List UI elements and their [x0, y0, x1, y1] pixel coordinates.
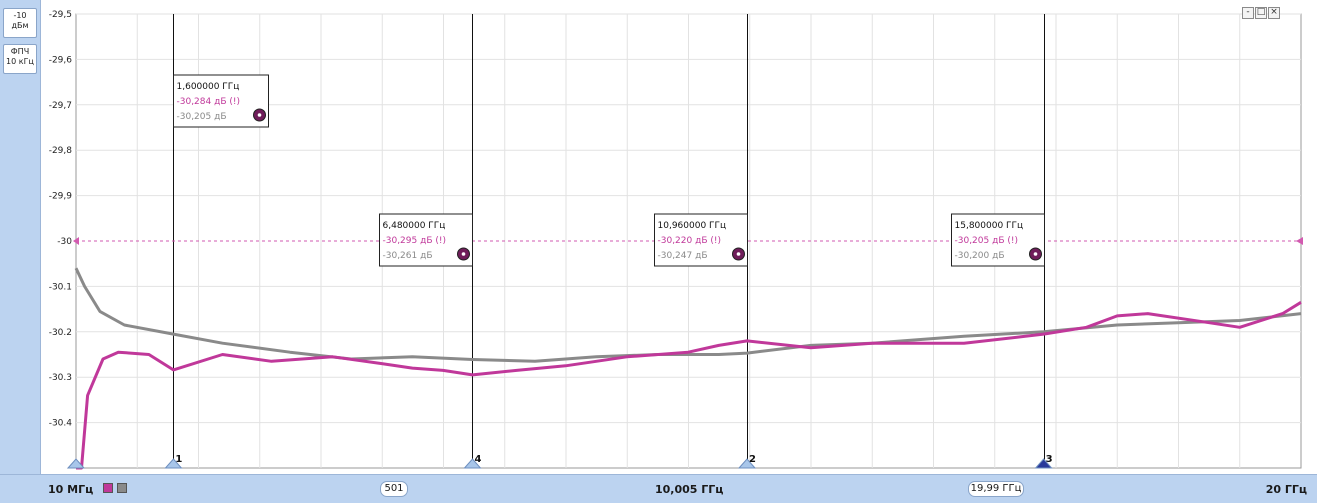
scale-value: -10	[13, 11, 27, 20]
horizontal-grid	[76, 13, 1301, 424]
marker-number: 1	[175, 454, 182, 465]
readout-frequency: 10,960000 ГГц	[658, 221, 727, 231]
y-tick-label: -29,7	[49, 101, 72, 111]
readout-trace-2: -30,200 дБ	[955, 251, 1005, 261]
marker-triangle	[737, 458, 757, 469]
readout-trace-1: -30,284 дБ (!)	[177, 97, 241, 107]
maximize-button[interactable]: □	[1255, 7, 1267, 19]
marker-readout: 10,960000 ГГц -30,220 дБ (!) -30,247 дБ	[654, 213, 748, 267]
y-tick-label: -30.1	[49, 282, 72, 292]
readout-trace-1: -30,220 дБ (!)	[658, 236, 722, 246]
y-tick-label: -30.3	[49, 373, 72, 383]
readout-box	[654, 213, 748, 267]
y-tick-label: -29,5	[49, 10, 72, 20]
readout-frequency: 15,800000 ГГц	[955, 221, 1024, 231]
scale-unit: дБм	[11, 21, 29, 30]
readout-box	[379, 213, 473, 267]
status-bar: 10 МГц 501 10,005 ГГц 19,99 ГГц 20 ГГц	[0, 474, 1317, 503]
marker-triangle	[463, 458, 482, 469]
marker-triangle	[164, 458, 183, 469]
frequency-span[interactable]: 19,99 ГГц	[968, 481, 1024, 497]
window-controls: - □ ×	[1242, 7, 1281, 19]
if-bandwidth-value: 10 кГц	[6, 57, 34, 66]
marker-badge-dot	[257, 113, 262, 117]
readout-frequency: 6,480000 ГГц	[383, 221, 446, 231]
y-tick-label: -30.4	[49, 419, 73, 429]
trace-1-toggle[interactable]	[103, 483, 113, 493]
readout-trace-2: -30,205 дБ	[177, 112, 227, 122]
if-bandwidth-button[interactable]: ФПЧ 10 кГц	[3, 44, 37, 74]
readout-box	[951, 213, 1045, 267]
reference-handle-left	[73, 237, 79, 245]
minimize-button[interactable]: -	[1242, 7, 1254, 19]
readout-frequency: 1,600000 ГГц	[177, 82, 240, 92]
marker-number: 2	[749, 454, 756, 465]
chart[interactable]: -29,5-29,6-29,7-29,8-29,9-30-30.1-30.2-3…	[0, 0, 1317, 474]
marker-badge-dot	[1033, 252, 1038, 256]
start-triangle	[66, 458, 86, 469]
marker-readout: 15,800000 ГГц -30,205 дБ (!) -30,200 дБ	[951, 213, 1045, 267]
marker-readouts: 1,600000 ГГц -30,284 дБ (!) -30,205 дБ 6,48…	[173, 74, 1045, 267]
points-count[interactable]: 501	[380, 481, 408, 497]
y-tick-label: -29,6	[49, 55, 73, 65]
center-frequency[interactable]: 10,005 ГГц	[655, 483, 724, 496]
side-panel: -10 дБм ФПЧ 10 кГц	[0, 0, 41, 474]
y-tick-label: -29,8	[49, 146, 73, 156]
y-tick-label: -30	[57, 237, 72, 247]
stop-frequency[interactable]: 20 ГГц	[1265, 483, 1307, 496]
marker-badge-dot	[736, 252, 741, 256]
traces	[74, 267, 1302, 470]
close-button[interactable]: ×	[1268, 7, 1280, 19]
trace-1	[76, 301, 1302, 470]
reference-handle-right	[1296, 237, 1303, 245]
start-frequency[interactable]: 10 МГц	[48, 483, 94, 496]
marker-triangle	[1034, 458, 1053, 469]
marker-triangles: 1 4 2 3	[66, 454, 1053, 469]
marker-readout: 6,480000 ГГц -30,295 дБ (!) -30,261 дБ	[379, 213, 473, 267]
scale-button[interactable]: -10 дБм	[3, 8, 37, 38]
readout-trace-1: -30,205 дБ (!)	[955, 236, 1019, 246]
readout-trace-2: -30,261 дБ	[383, 251, 433, 261]
readout-trace-1: -30,295 дБ (!)	[383, 236, 447, 246]
y-tick-labels: -29,5 -29,6 -29,7 -29,8 -29,9 -30 -30.1 -30.2 -3…	[49, 10, 73, 429]
marker-badge-dot	[461, 252, 466, 256]
if-bandwidth-label: ФПЧ	[10, 47, 30, 56]
readout-box	[173, 74, 269, 128]
marker-number: 3	[1046, 454, 1053, 465]
trace-2-toggle[interactable]	[117, 483, 127, 493]
y-tick-label: -30.2	[49, 328, 72, 338]
marker-number: 4	[474, 454, 481, 465]
marker-readout: 1,600000 ГГц -30,284 дБ (!) -30,205 дБ	[173, 74, 269, 128]
y-tick-label: -29,9	[49, 192, 73, 202]
readout-trace-2: -30,247 дБ	[658, 251, 708, 261]
